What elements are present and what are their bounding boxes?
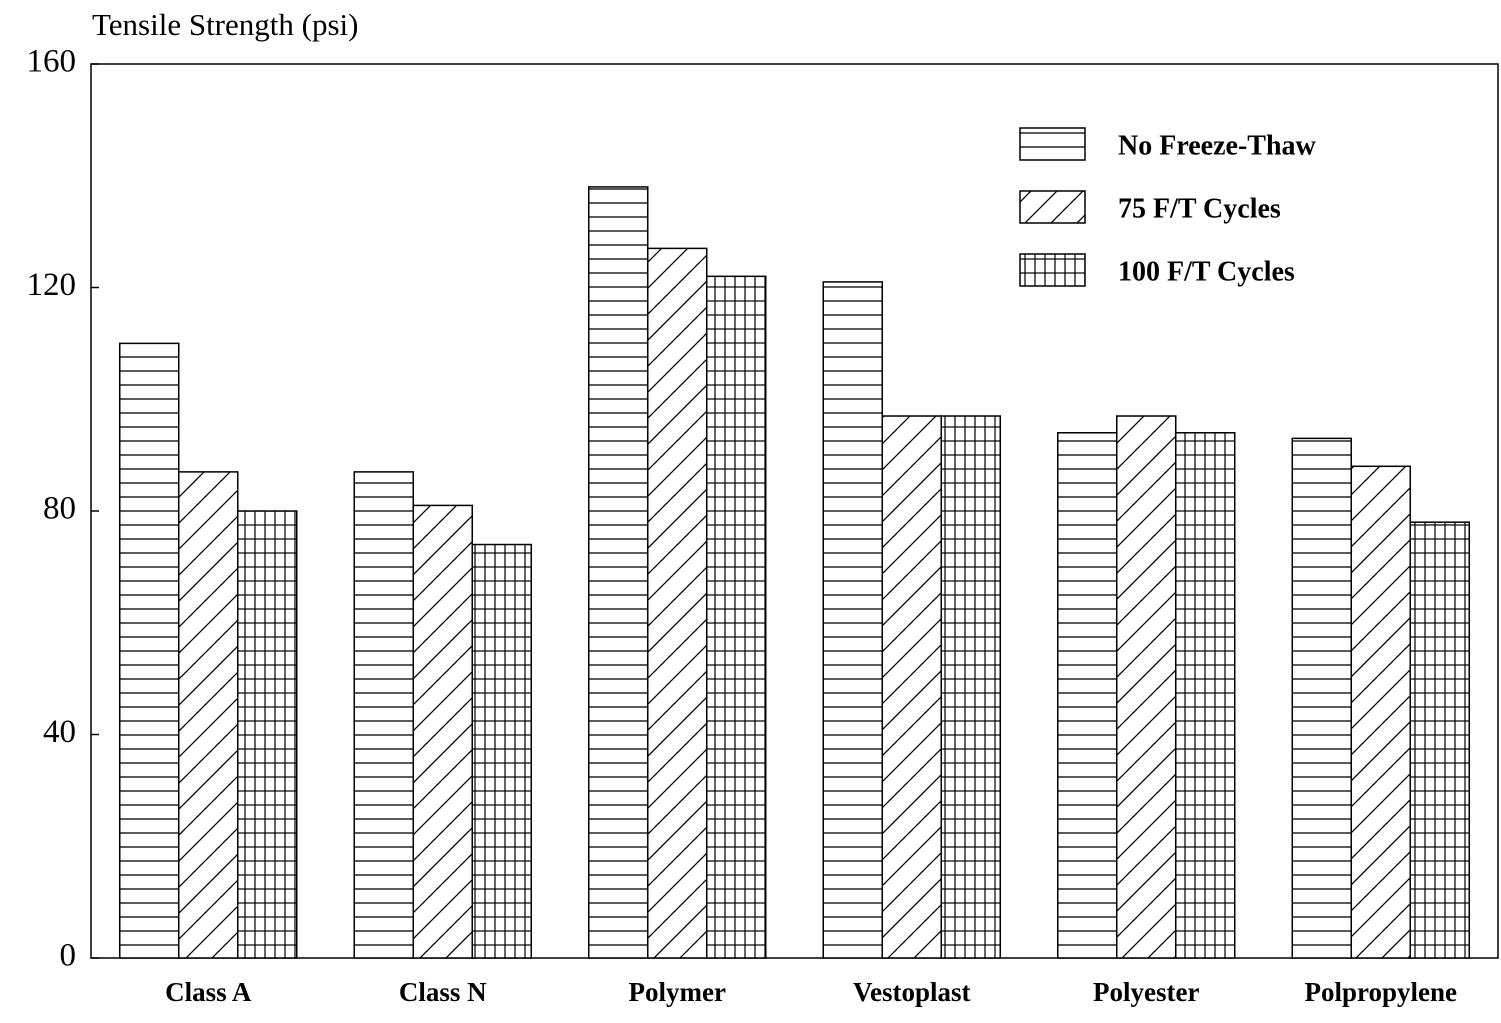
x-tick-label: Vestoplast <box>853 977 971 1007</box>
bar <box>706 275 767 959</box>
bar <box>178 471 239 959</box>
chart-title: Tensile Strength (psi) <box>92 7 358 42</box>
legend-label: 75 F/T Cycles <box>1118 193 1281 224</box>
bar <box>822 281 883 959</box>
legend-swatch <box>1019 127 1086 161</box>
bar <box>471 543 532 959</box>
legend-label: No Freeze-Thaw <box>1118 130 1317 161</box>
y-tick-label: 0 <box>60 938 77 974</box>
bar <box>1350 465 1411 959</box>
x-tick-label: Polpropylene <box>1304 977 1457 1007</box>
x-tick-label: Class A <box>165 977 252 1007</box>
legend-label: 100 F/T Cycles <box>1118 256 1295 287</box>
y-tick-label: 160 <box>27 44 77 80</box>
y-tick-label: 40 <box>43 714 76 750</box>
bar <box>412 504 473 959</box>
bar <box>119 342 180 959</box>
bar <box>1291 437 1352 959</box>
x-tick-label: Class N <box>399 977 487 1007</box>
x-tick-label: Polymer <box>629 977 726 1007</box>
bar <box>353 471 414 959</box>
legend-swatch <box>1019 190 1086 224</box>
bar <box>1116 415 1177 959</box>
bar <box>1175 432 1236 959</box>
plot-frame <box>90 63 1499 959</box>
bar <box>1057 432 1118 959</box>
bar <box>588 186 649 959</box>
x-tick-label: Polyester <box>1093 977 1199 1007</box>
bar <box>940 415 1001 959</box>
y-tick-label: 120 <box>27 267 77 303</box>
bar <box>647 247 708 959</box>
bar <box>1409 521 1470 959</box>
y-tick-label: 80 <box>43 491 76 527</box>
legend-swatch <box>1019 253 1086 287</box>
bar <box>237 510 298 959</box>
bar <box>881 415 942 959</box>
